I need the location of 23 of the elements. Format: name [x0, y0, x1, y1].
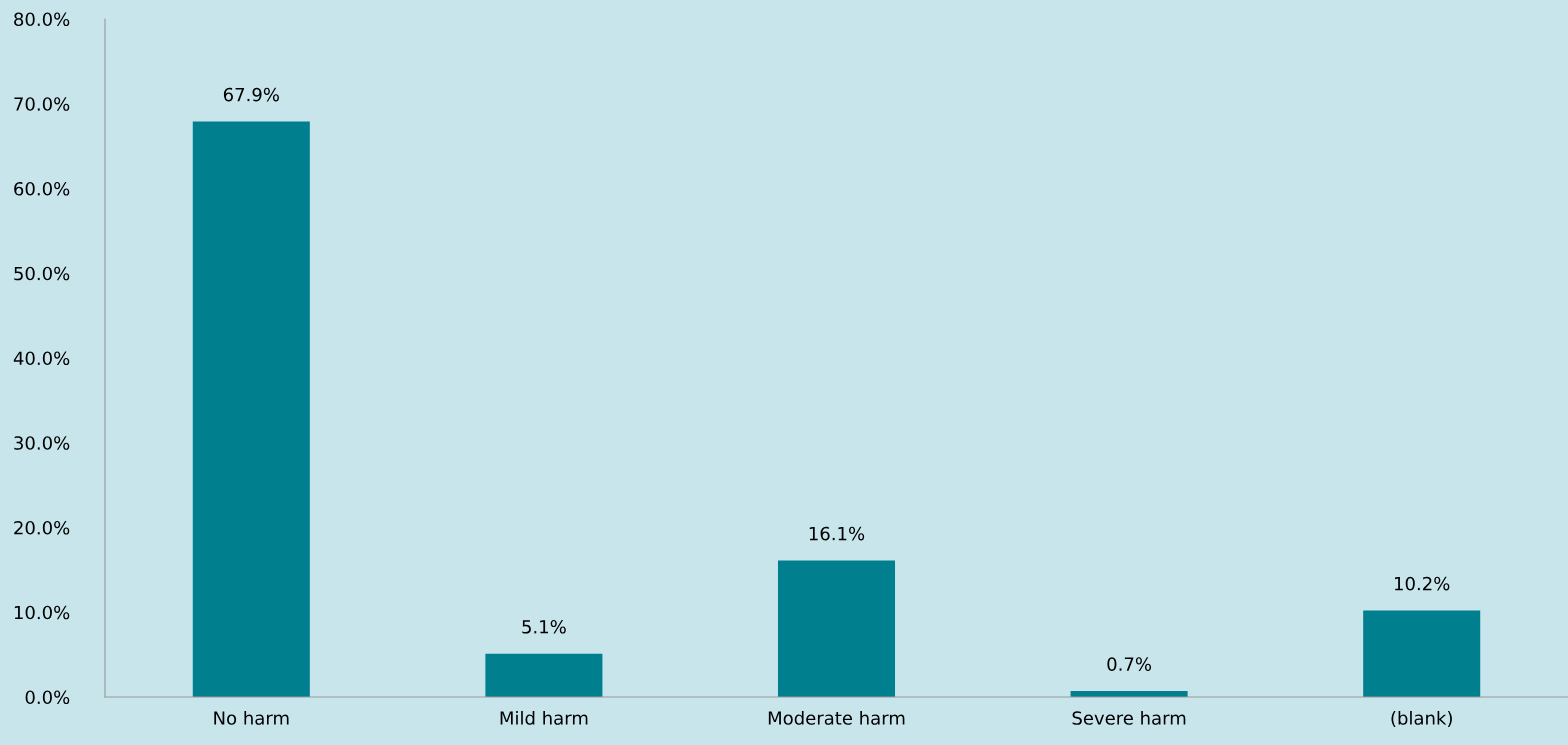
x-tick-label: No harm — [214, 710, 289, 725]
data-label: 0.7% — [1107, 657, 1152, 671]
data-label: 16.1% — [809, 526, 865, 541]
y-tick-label: 40.0% — [13, 351, 70, 366]
data-label: 67.9% — [223, 87, 279, 102]
bar — [1363, 610, 1481, 697]
x-tick-label: Mild harm — [500, 710, 588, 725]
y-tick-label: 60.0% — [14, 181, 70, 196]
y-tick-label: 20.0% — [14, 520, 70, 535]
y-tick-label: 30.0% — [14, 436, 70, 450]
bar — [485, 653, 603, 697]
x-tick-label: Severe harm — [1072, 710, 1186, 725]
data-label: 10.2% — [1395, 576, 1450, 591]
bar — [192, 121, 310, 697]
data-label: 5.1% — [522, 619, 566, 634]
x-tick-label: (blank) — [1391, 710, 1452, 727]
y-tick-label: 0.0% — [25, 690, 70, 705]
x-tick-label: Moderate harm — [768, 710, 905, 725]
y-tick-label: 10.0% — [14, 605, 70, 620]
y-tick-label: 70.0% — [14, 97, 70, 111]
y-tick-label: 80.0% — [14, 12, 70, 27]
bar — [777, 560, 896, 697]
y-tick-label: 50.0% — [14, 266, 70, 281]
